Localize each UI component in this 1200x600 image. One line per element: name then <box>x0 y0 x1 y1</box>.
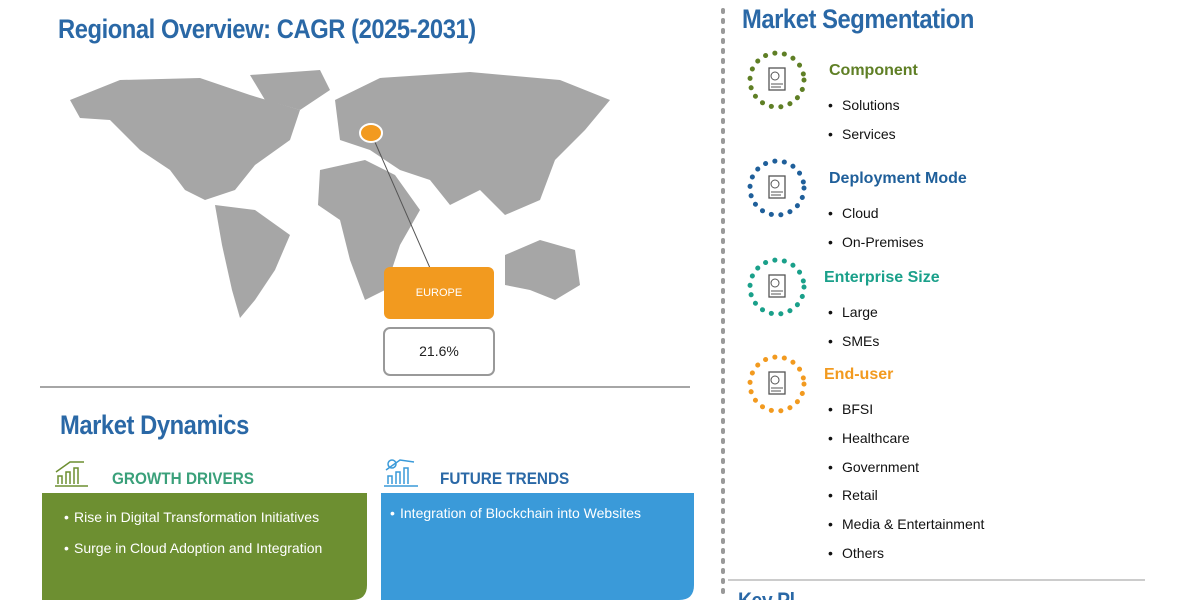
segment-icon <box>747 354 807 414</box>
segment-item: Healthcare <box>828 430 910 446</box>
segment-item: Services <box>828 126 896 142</box>
segment-item: SMEs <box>828 333 879 349</box>
regional-title: Regional Overview: CAGR (2025-2031) <box>58 14 476 44</box>
driver-item: Integration of Blockchain into Websites <box>390 505 670 522</box>
segment-icon <box>747 50 807 110</box>
region-cagr: 21.6% <box>419 343 459 359</box>
segment-title: Component <box>829 62 918 79</box>
segment-item: Others <box>828 545 884 561</box>
segment-item: On-Premises <box>828 234 924 250</box>
trends-list: Integration of Blockchain into Websites <box>390 505 670 536</box>
trends-title: FUTURE TRENDS <box>440 469 570 488</box>
segment-item: Retail <box>828 487 878 503</box>
driver-item: Rise in Digital Transformation Initiativ… <box>64 509 344 526</box>
segment-title: Deployment Mode <box>829 170 967 187</box>
segmentation-title: Market Segmentation <box>742 4 974 34</box>
dynamics-title: Market Dynamics <box>60 410 249 440</box>
key-players-title: Key Pl <box>738 588 795 600</box>
region-label: EUROPE <box>415 287 463 299</box>
segment-item: Government <box>828 459 919 475</box>
world-map <box>70 70 610 318</box>
driver-item: Surge in Cloud Adoption and Integration <box>64 540 344 557</box>
segment-title: Enterprise Size <box>824 269 940 286</box>
segment-item: Media & Entertainment <box>828 516 984 532</box>
segment-title: End-user <box>824 366 894 383</box>
drivers-list: Rise in Digital Transformation Initiativ… <box>64 509 344 571</box>
segment-item: BFSI <box>828 401 873 417</box>
segment-icon <box>747 257 807 317</box>
segment-item: Cloud <box>828 205 878 221</box>
drivers-title: GROWTH DRIVERS <box>112 469 254 488</box>
segment-icon <box>747 158 807 218</box>
segment-item: Large <box>828 304 878 320</box>
segment-item: Solutions <box>828 97 899 113</box>
